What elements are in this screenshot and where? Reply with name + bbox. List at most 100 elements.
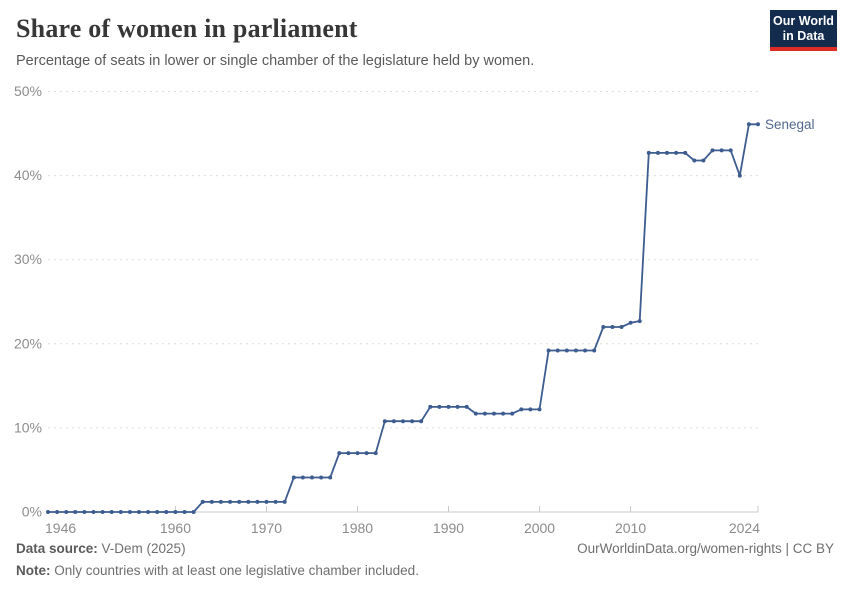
data-point[interactable] bbox=[346, 451, 351, 456]
data-point[interactable] bbox=[401, 419, 405, 424]
data-point[interactable] bbox=[100, 510, 105, 514]
data-point[interactable] bbox=[473, 411, 478, 416]
data-point[interactable] bbox=[273, 499, 278, 504]
owid-logo: Our World in Data bbox=[770, 10, 837, 51]
data-point[interactable] bbox=[583, 348, 588, 353]
data-point[interactable] bbox=[728, 148, 733, 153]
data-point[interactable] bbox=[510, 411, 515, 416]
data-point[interactable] bbox=[127, 510, 132, 514]
data-point[interactable] bbox=[118, 510, 123, 514]
data-point[interactable] bbox=[719, 148, 724, 153]
data-point[interactable] bbox=[373, 451, 378, 456]
data-point[interactable] bbox=[91, 510, 96, 514]
data-point[interactable] bbox=[655, 150, 660, 155]
y-axis-label: 10% bbox=[14, 419, 42, 435]
data-point[interactable] bbox=[55, 510, 60, 514]
data-point[interactable] bbox=[46, 510, 50, 514]
series-end-label: Senegal bbox=[765, 117, 815, 132]
data-point[interactable] bbox=[218, 499, 223, 504]
data-point[interactable] bbox=[501, 411, 506, 416]
data-point[interactable] bbox=[64, 510, 69, 514]
data-point[interactable] bbox=[328, 475, 333, 480]
data-point[interactable] bbox=[173, 510, 178, 514]
data-point[interactable] bbox=[646, 150, 651, 155]
x-axis-label: 2010 bbox=[615, 520, 646, 536]
data-point[interactable] bbox=[109, 510, 114, 514]
data-point[interactable] bbox=[674, 150, 679, 155]
data-point[interactable] bbox=[628, 320, 633, 325]
x-axis-label: 1946 bbox=[45, 520, 76, 536]
data-point[interactable] bbox=[155, 510, 160, 514]
data-point[interactable] bbox=[537, 407, 542, 412]
data-point[interactable] bbox=[546, 348, 551, 353]
data-point[interactable] bbox=[601, 325, 606, 329]
data-point[interactable] bbox=[419, 419, 424, 424]
line-chart: 0% 10% 20% 30% 40% 50% 1946 1960 1970 1980 1990 200… bbox=[0, 80, 850, 540]
data-point[interactable] bbox=[200, 499, 205, 504]
data-point[interactable] bbox=[710, 148, 715, 153]
data-point[interactable] bbox=[291, 475, 296, 480]
data-point[interactable] bbox=[455, 404, 460, 409]
data-point[interactable] bbox=[564, 348, 569, 353]
data-point[interactable] bbox=[82, 510, 87, 514]
owid-logo-line1: Our World bbox=[773, 13, 834, 28]
owid-rights-link[interactable]: OurWorldinData.org/women-rights | CC BY bbox=[577, 541, 834, 556]
data-point[interactable] bbox=[519, 407, 524, 412]
data-point[interactable] bbox=[337, 451, 342, 456]
data-point[interactable] bbox=[592, 348, 597, 353]
y-axis-label: 40% bbox=[14, 167, 42, 183]
data-point[interactable] bbox=[492, 411, 496, 416]
data-point[interactable] bbox=[300, 475, 305, 480]
data-point[interactable] bbox=[528, 407, 533, 412]
data-point[interactable] bbox=[610, 325, 615, 329]
data-point[interactable] bbox=[310, 475, 314, 480]
data-point[interactable] bbox=[692, 158, 697, 163]
data-source-line: Data source: V-Dem (2025) bbox=[16, 541, 186, 556]
data-point[interactable] bbox=[737, 173, 742, 178]
data-point[interactable] bbox=[701, 158, 706, 163]
data-point[interactable] bbox=[464, 404, 469, 409]
page-title: Share of women in parliament bbox=[16, 14, 358, 43]
data-point[interactable] bbox=[382, 419, 387, 424]
data-point[interactable] bbox=[482, 411, 487, 416]
data-point[interactable] bbox=[355, 451, 360, 456]
data-point[interactable] bbox=[191, 510, 196, 514]
data-point[interactable] bbox=[756, 122, 760, 127]
data-point[interactable] bbox=[391, 419, 396, 424]
data-point[interactable] bbox=[209, 499, 214, 504]
data-point[interactable] bbox=[182, 510, 187, 514]
data-point[interactable] bbox=[246, 499, 251, 504]
data-point[interactable] bbox=[237, 499, 242, 504]
data-point[interactable] bbox=[665, 150, 669, 155]
x-axis-label: 2000 bbox=[524, 520, 555, 536]
note-value: Only countries with at least one legisla… bbox=[50, 563, 419, 578]
series-line-senegal[interactable] bbox=[48, 123, 758, 513]
data-point[interactable] bbox=[282, 499, 287, 504]
data-point[interactable] bbox=[637, 319, 642, 324]
data-source-label: Data source: bbox=[16, 541, 98, 556]
data-point[interactable] bbox=[146, 510, 151, 514]
x-axis-label: 1970 bbox=[251, 520, 282, 536]
data-point[interactable] bbox=[164, 510, 169, 514]
data-point[interactable] bbox=[73, 510, 78, 514]
y-axis-label: 0% bbox=[22, 504, 42, 520]
data-point[interactable] bbox=[319, 475, 324, 480]
data-point[interactable] bbox=[428, 404, 433, 409]
data-point[interactable] bbox=[555, 348, 560, 353]
data-point[interactable] bbox=[410, 419, 415, 424]
data-point[interactable] bbox=[228, 499, 233, 504]
data-point[interactable] bbox=[573, 348, 578, 353]
note-line: Note: Only countries with at least one l… bbox=[16, 563, 419, 578]
data-point[interactable] bbox=[255, 499, 260, 504]
data-point[interactable] bbox=[446, 404, 451, 409]
data-point[interactable] bbox=[746, 122, 751, 127]
data-point[interactable] bbox=[264, 499, 269, 504]
data-point[interactable] bbox=[137, 510, 141, 514]
data-point[interactable] bbox=[619, 325, 624, 329]
x-axis-label: 1990 bbox=[433, 520, 464, 536]
note-label: Note: bbox=[16, 563, 51, 578]
data-point[interactable] bbox=[364, 451, 369, 456]
data-point[interactable] bbox=[683, 150, 688, 155]
data-point[interactable] bbox=[437, 404, 442, 409]
